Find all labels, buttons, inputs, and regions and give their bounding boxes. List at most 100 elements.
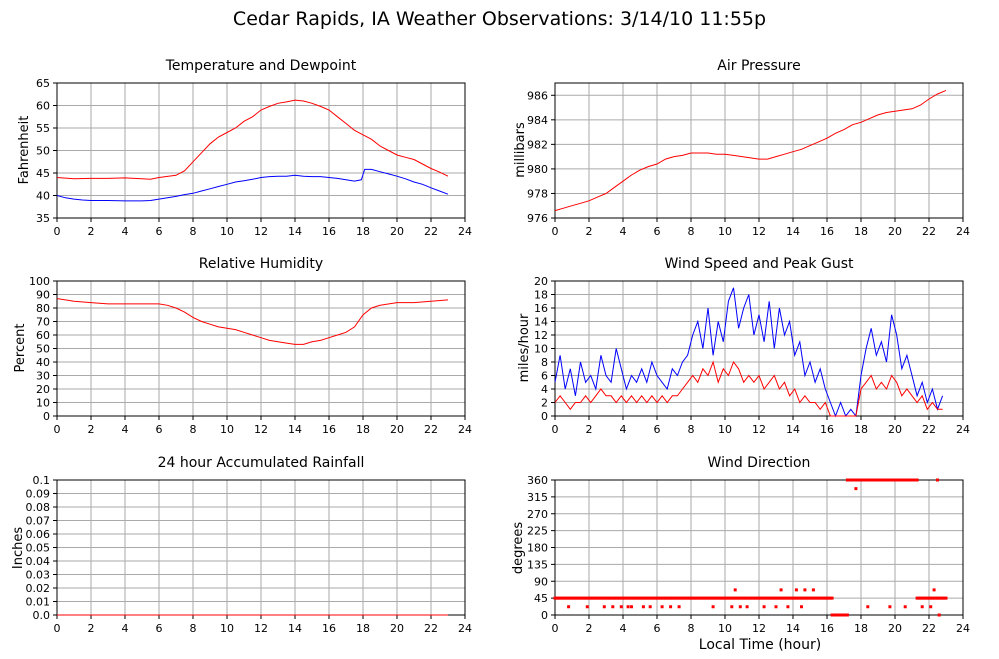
pressure-x-tick-label: 6 bbox=[654, 225, 661, 238]
pressure-x-tick-label: 12 bbox=[752, 225, 766, 238]
wdir-data-point bbox=[567, 605, 571, 609]
wdir-x-tick-label: 0 bbox=[552, 622, 559, 635]
pressure-y-tick-label: 984 bbox=[527, 114, 548, 127]
rain-y-axis-label: Inches bbox=[11, 527, 26, 569]
wdir-data-point bbox=[641, 605, 645, 609]
wdir-data-point bbox=[733, 596, 737, 600]
wdir-data-point bbox=[677, 596, 681, 600]
wind-x-tick-label: 6 bbox=[654, 423, 661, 436]
wdir-data-point bbox=[844, 613, 848, 617]
wdir-data-point bbox=[626, 605, 630, 609]
rh-x-tick-label: 18 bbox=[356, 423, 370, 436]
wdir-data-point bbox=[791, 596, 795, 600]
wdir-y-axis-label: degrees bbox=[511, 522, 526, 575]
wdir-data-point bbox=[823, 596, 827, 600]
wind-series-blue-line bbox=[554, 287, 944, 418]
rh-x-tick-label: 20 bbox=[390, 423, 404, 436]
temp-x-tick-label: 2 bbox=[88, 225, 95, 238]
temp-chart-title: Temperature and Dewpoint bbox=[165, 58, 357, 74]
wdir-data-point bbox=[873, 478, 877, 482]
pressure-x-tick-label: 16 bbox=[820, 225, 834, 238]
wdir-y-tick-label: 360 bbox=[527, 474, 548, 487]
pressure-x-tick-label: 8 bbox=[688, 225, 695, 238]
wdir-data-point bbox=[801, 596, 805, 600]
temp-x-tick-label: 18 bbox=[356, 225, 370, 238]
wdir-data-point bbox=[847, 478, 851, 482]
wdir-data-point bbox=[794, 596, 798, 600]
wdir-data-point bbox=[798, 596, 802, 600]
wind-x-tick-label: 2 bbox=[586, 423, 593, 436]
temp-y-tick-label: 65 bbox=[36, 77, 50, 90]
wdir-data-point bbox=[890, 478, 894, 482]
rain-y-tick-label: 0.06 bbox=[26, 528, 51, 541]
wdir-data-point bbox=[932, 588, 936, 592]
rain-y-tick-label: 0.08 bbox=[26, 501, 51, 514]
wdir-data-point bbox=[572, 596, 576, 600]
wdir-data-point bbox=[657, 596, 661, 600]
wdir-data-point bbox=[900, 478, 904, 482]
wdir-data-point bbox=[937, 613, 941, 617]
wind-y-axis-label: miles/hour bbox=[517, 313, 532, 382]
rain-chart-title: 24 hour Accumulated Rainfall bbox=[158, 455, 365, 471]
rain-x-tick-label: 18 bbox=[356, 622, 370, 635]
wdir-data-point bbox=[837, 613, 841, 617]
temp-y-tick-label: 55 bbox=[36, 122, 50, 135]
rain-y-tick-label: 0.01 bbox=[26, 596, 51, 609]
pressure-x-tick-label: 14 bbox=[786, 225, 800, 238]
wdir-data-point bbox=[800, 605, 803, 609]
pressure-y-axis-label: millibars bbox=[513, 122, 528, 178]
wind-y-tick-label: 18 bbox=[534, 289, 548, 302]
wdir-data-point bbox=[908, 478, 912, 482]
wdir-data-point bbox=[866, 605, 870, 609]
wdir-data-point bbox=[811, 596, 815, 600]
wdir-data-point bbox=[689, 596, 693, 600]
wdir-x-tick-label: 24 bbox=[956, 622, 970, 635]
wdir-data-point bbox=[621, 596, 625, 600]
wdir-data-point bbox=[830, 596, 834, 600]
wdir-data-point bbox=[786, 596, 790, 600]
temp-plot-frame bbox=[56, 82, 466, 219]
wdir-data-point bbox=[759, 596, 763, 600]
wdir-data-point bbox=[589, 596, 593, 600]
wdir-data-point bbox=[854, 487, 858, 491]
wdir-data-point bbox=[653, 596, 657, 600]
wdir-data-point bbox=[660, 596, 664, 600]
wdir-data-point bbox=[577, 596, 581, 600]
page-title: Cedar Rapids, IA Weather Observations: 3… bbox=[232, 8, 767, 30]
wdir-data-point bbox=[811, 588, 815, 592]
wdir-data-point bbox=[883, 478, 887, 482]
wdir-data-point bbox=[619, 605, 623, 609]
wdir-data-point bbox=[628, 596, 632, 600]
wdir-data-point bbox=[871, 478, 875, 482]
rain-x-tick-label: 24 bbox=[458, 622, 472, 635]
wdir-data-point bbox=[558, 596, 562, 600]
wdir-data-point bbox=[684, 596, 688, 600]
wind-x-tick-label: 18 bbox=[854, 423, 868, 436]
wdir-data-point bbox=[881, 478, 885, 482]
temp-x-tick-label: 20 bbox=[390, 225, 404, 238]
wdir-data-point bbox=[934, 596, 938, 600]
wdir-data-point bbox=[864, 478, 868, 482]
rain-x-tick-label: 14 bbox=[288, 622, 302, 635]
wdir-data-point bbox=[803, 588, 807, 592]
temp-y-tick-label: 35 bbox=[36, 212, 50, 225]
rh-x-tick-label: 2 bbox=[88, 423, 95, 436]
wdir-x-tick-label: 20 bbox=[888, 622, 902, 635]
pressure-x-tick-label: 20 bbox=[888, 225, 902, 238]
wdir-data-point bbox=[570, 596, 574, 600]
wdir-data-point bbox=[587, 596, 591, 600]
wdir-data-point bbox=[602, 596, 606, 600]
rain-y-tick-label: 0.02 bbox=[26, 582, 51, 595]
wdir-data-point bbox=[888, 605, 892, 609]
rain-x-tick-label: 0 bbox=[54, 622, 61, 635]
rh-y-tick-label: 90 bbox=[36, 289, 50, 302]
wdir-data-point bbox=[942, 596, 946, 600]
wdir-data-point bbox=[835, 613, 839, 617]
wind-x-tick-label: 22 bbox=[922, 423, 936, 436]
pressure-chart-title: Air Pressure bbox=[717, 58, 800, 74]
wdir-data-point bbox=[810, 596, 814, 600]
wdir-data-point bbox=[565, 596, 569, 600]
wdir-data-point bbox=[662, 596, 666, 600]
rain-x-tick-label: 10 bbox=[220, 622, 234, 635]
